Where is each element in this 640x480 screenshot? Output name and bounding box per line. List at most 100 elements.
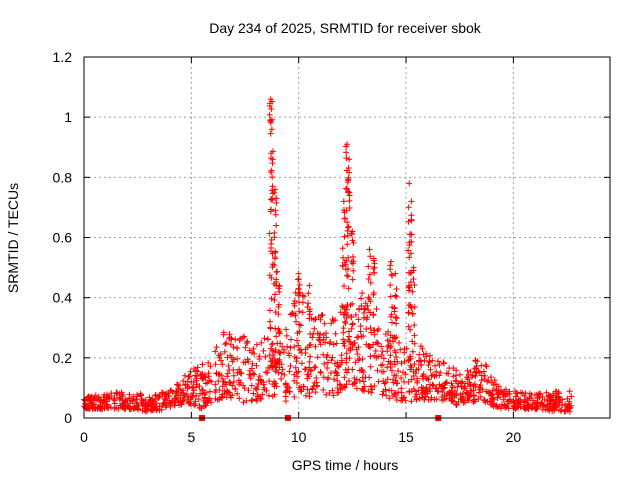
data-point	[367, 344, 374, 351]
data-point	[533, 399, 540, 406]
data-point	[275, 369, 282, 376]
data-point	[464, 376, 471, 383]
data-point	[302, 366, 309, 373]
data-point	[457, 371, 464, 378]
data-point	[409, 288, 416, 295]
data-point	[450, 373, 457, 380]
data-point	[282, 388, 289, 395]
data-point	[272, 255, 279, 262]
data-point	[473, 368, 480, 375]
data-point	[283, 326, 290, 333]
data-point	[306, 393, 313, 400]
data-point	[145, 402, 152, 409]
data-point	[393, 293, 400, 300]
data-point	[437, 369, 444, 376]
data-point	[248, 382, 255, 389]
y-tick-label: 0.8	[53, 169, 73, 185]
data-point	[261, 335, 268, 342]
data-point	[253, 396, 260, 403]
data-point	[268, 126, 275, 133]
data-point	[464, 367, 471, 374]
data-point	[181, 394, 188, 401]
data-point	[320, 387, 327, 394]
data-point	[269, 363, 276, 370]
data-point	[271, 383, 278, 390]
data-point	[180, 397, 187, 404]
data-point	[359, 385, 366, 392]
data-point	[152, 396, 159, 403]
data-point	[321, 360, 328, 367]
data-point	[450, 365, 457, 372]
data-point	[566, 388, 573, 395]
data-point	[342, 320, 349, 327]
data-point	[323, 353, 330, 360]
data-point	[485, 377, 492, 384]
data-point	[366, 374, 373, 381]
data-point	[531, 404, 538, 411]
data-point	[324, 376, 331, 383]
data-point	[172, 390, 179, 397]
data-point	[504, 398, 511, 405]
data-point	[153, 400, 160, 407]
data-point	[167, 402, 174, 409]
data-point	[232, 385, 239, 392]
data-point	[288, 336, 295, 343]
data-point	[453, 372, 460, 379]
data-point	[219, 375, 226, 382]
data-point	[436, 372, 443, 379]
data-point	[293, 358, 300, 365]
data-point	[346, 169, 353, 176]
data-point	[405, 378, 412, 385]
data-point	[214, 397, 221, 404]
data-point	[103, 394, 110, 401]
data-point	[205, 359, 212, 366]
data-point	[223, 340, 230, 347]
data-point	[276, 288, 283, 295]
data-point	[558, 406, 565, 413]
data-point	[365, 263, 372, 270]
data-point	[201, 394, 208, 401]
data-point	[341, 215, 348, 222]
data-point	[273, 269, 280, 276]
data-point	[193, 367, 200, 374]
data-point	[269, 261, 276, 268]
data-point	[476, 383, 483, 390]
data-point	[165, 390, 172, 397]
data-point	[490, 403, 497, 410]
data-point	[345, 285, 352, 292]
data-point	[391, 391, 398, 398]
data-point	[398, 397, 405, 404]
data-point	[346, 333, 353, 340]
data-point	[258, 339, 265, 346]
data-point	[130, 395, 137, 402]
data-point	[389, 319, 396, 326]
data-point	[426, 358, 433, 365]
data-point	[564, 395, 571, 402]
data-point	[401, 345, 408, 352]
data-point	[360, 333, 367, 340]
data-point	[187, 395, 194, 402]
data-point	[483, 363, 490, 370]
data-point	[528, 391, 535, 398]
data-point	[423, 375, 430, 382]
data-point	[343, 207, 350, 214]
data-point	[266, 307, 273, 314]
data-point	[390, 376, 397, 383]
data-point	[423, 387, 430, 394]
data-point	[353, 346, 360, 353]
data-point	[407, 231, 414, 238]
data-point	[276, 327, 283, 334]
data-point	[349, 344, 356, 351]
data-point	[472, 372, 479, 379]
data-point	[282, 398, 289, 405]
data-point	[204, 398, 211, 405]
data-point	[393, 396, 400, 403]
data-point	[88, 397, 95, 404]
data-point	[269, 98, 276, 105]
data-point	[216, 371, 223, 378]
data-point	[267, 318, 274, 325]
data-point	[407, 326, 414, 333]
data-point	[481, 376, 488, 383]
data-point	[245, 387, 252, 394]
data-point	[219, 383, 226, 390]
